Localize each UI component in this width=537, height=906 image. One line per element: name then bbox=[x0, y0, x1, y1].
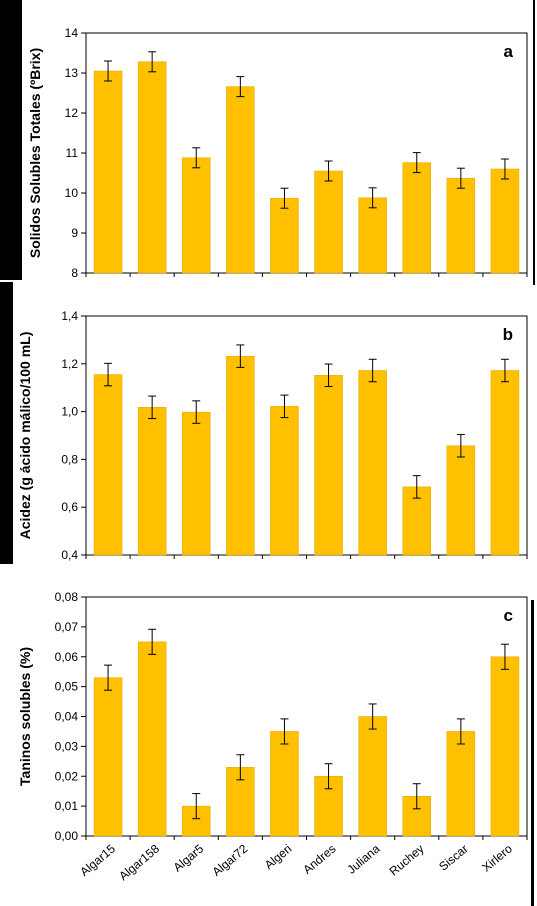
y-tick-label: 1,4 bbox=[61, 309, 78, 323]
bar-Algeri bbox=[270, 197, 299, 274]
bar-Algeri bbox=[270, 406, 299, 556]
y-tick-label: 8 bbox=[71, 266, 78, 280]
y-tick-label: 0,07 bbox=[55, 620, 79, 634]
chart-panel-c: 0,00 0,01 0,02 0,03 0,04 0,05 0,06 0,07 0,08 c Tan… bbox=[17, 590, 528, 883]
bar-Algeri bbox=[270, 731, 299, 837]
y-tick-label: 0,04 bbox=[55, 710, 79, 724]
y-tick-label: 1,2 bbox=[61, 357, 78, 371]
y-tick-label: 0,06 bbox=[55, 650, 79, 664]
panel-label: a bbox=[504, 42, 514, 61]
bar-Siscar bbox=[446, 177, 476, 274]
right-side-line-top bbox=[533, 0, 535, 285]
y-tick-label: 9 bbox=[71, 226, 78, 240]
x-tick-label-Siscar: Siscar bbox=[436, 842, 471, 874]
y-tick-label: 0,8 bbox=[61, 452, 78, 466]
bar-Xirlero bbox=[490, 656, 520, 837]
y-tick-label: 0,05 bbox=[55, 680, 79, 694]
bar-Algar15 bbox=[93, 374, 123, 556]
bar-Algar15 bbox=[93, 677, 123, 837]
x-tick-label-Xirlero: Xirlero bbox=[479, 841, 515, 874]
bar-Andres bbox=[314, 375, 343, 556]
y-axis-label: Acidez (g ácido málico/100 mL) bbox=[17, 332, 33, 540]
left-side-block-mid bbox=[0, 282, 13, 564]
bar-Algar15 bbox=[93, 70, 123, 274]
bar-Juliana bbox=[358, 197, 387, 274]
y-tick-label: 1,0 bbox=[61, 405, 78, 419]
left-side-block-top bbox=[0, 0, 22, 280]
right-side-line-bottom bbox=[531, 600, 534, 906]
y-tick-label: 0,03 bbox=[55, 739, 79, 753]
x-tick-label-Algar15: Algar15 bbox=[77, 841, 118, 879]
bar-Algar158 bbox=[137, 641, 167, 837]
y-tick-label: 0,02 bbox=[55, 769, 79, 783]
y-axis-label: Solidos Solubles Totales (ºBrix) bbox=[27, 48, 43, 258]
x-tick-label-Algar5: Algar5 bbox=[171, 841, 207, 874]
y-tick-label: 11 bbox=[66, 146, 79, 160]
x-tick-label-Algar72: Algar72 bbox=[210, 841, 251, 879]
bar-Xirlero bbox=[490, 370, 520, 556]
y-tick-label: 0,08 bbox=[55, 590, 79, 604]
bar-Ruchey bbox=[402, 162, 431, 274]
bar-Siscar bbox=[446, 445, 476, 556]
bar-Algar5 bbox=[182, 157, 211, 274]
y-tick-label: 0,4 bbox=[61, 548, 78, 562]
x-tick-label-Algeri: Algeri bbox=[262, 842, 295, 872]
bar-Algar158 bbox=[137, 61, 167, 274]
y-axis-label: Taninos solubles (%) bbox=[17, 647, 33, 786]
bar-Juliana bbox=[358, 370, 387, 556]
bar-Andres bbox=[314, 170, 343, 274]
y-tick-label: 0,00 bbox=[55, 829, 79, 843]
panel-label: b bbox=[503, 325, 513, 344]
y-tick-label: 10 bbox=[65, 186, 79, 200]
x-tick-label-Algar158: Algar158 bbox=[116, 841, 162, 883]
bar-Algar5 bbox=[182, 411, 211, 556]
x-tick-label-Juliana: Juliana bbox=[344, 841, 382, 876]
bar-Xirlero bbox=[490, 168, 520, 274]
panel-label: c bbox=[504, 606, 513, 625]
bar-Algar72 bbox=[226, 86, 255, 274]
chart-panel-a: 8 9 10 11 12 13 14 a Solidos Solubles Totales (º… bbox=[27, 26, 528, 280]
y-tick-label: 12 bbox=[65, 106, 79, 120]
y-tick-label: 13 bbox=[65, 66, 79, 80]
x-tick-label-Ruchey: Ruchey bbox=[387, 842, 427, 879]
y-tick-label: 0,01 bbox=[55, 799, 79, 813]
chart-panel-b: 0,4 0,6 0,8 1,0 1,2 1,4 b Acidez (g ácido málic… bbox=[17, 309, 528, 562]
x-tick-label-Andres: Andres bbox=[300, 842, 338, 877]
y-tick-label: 0,6 bbox=[61, 500, 78, 514]
bar-Algar72 bbox=[226, 355, 255, 556]
bar-Algar158 bbox=[137, 407, 167, 556]
bar-Juliana bbox=[358, 716, 387, 837]
bar-Siscar bbox=[446, 731, 476, 837]
y-tick-label: 14 bbox=[65, 26, 79, 40]
